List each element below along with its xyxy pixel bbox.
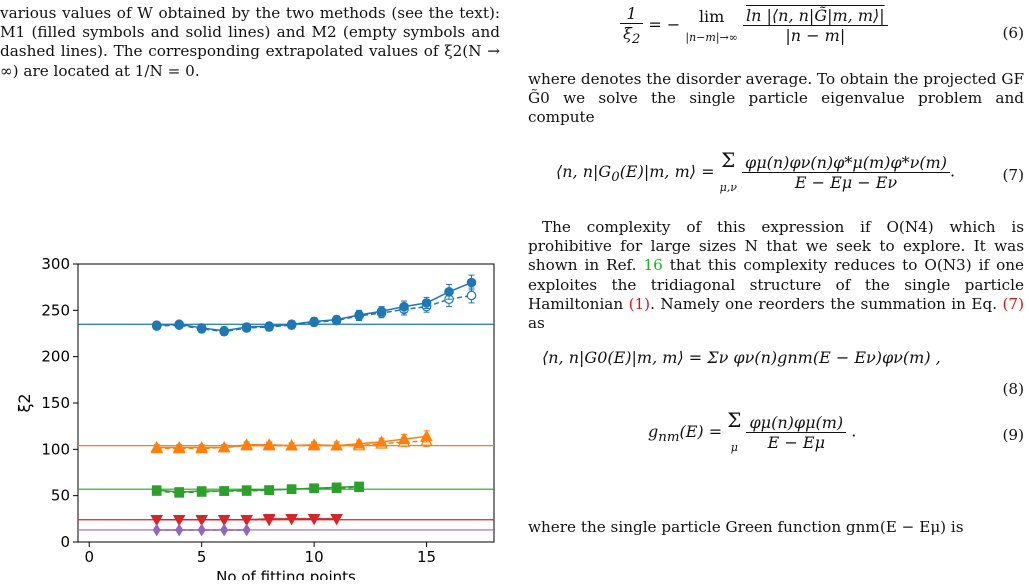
eq7-numerator: φμ(n)φν(n)φ*μ(m)φ*ν(m) [742,153,950,173]
data-point-m1 [151,320,162,330]
data-point-m1 [420,429,433,442]
data-point-m1 [285,514,298,526]
data-point-m1 [262,514,276,526]
data-point-m1 [444,286,454,297]
data-point-m1 [197,523,206,537]
y-tick-label: 300 [41,255,70,273]
data-point-m1 [175,523,184,537]
para2-b: that this complexity reduces to O(N3) if… [528,256,1025,313]
y-tick-label: 50 [51,487,70,505]
data-point-m1 [352,437,366,449]
para2-d: as [528,314,545,333]
plot-frame [77,263,495,543]
data-point-m1 [307,514,321,526]
data-point-m1 [242,523,251,537]
data-point-m1 [195,514,208,527]
eq7-denominator: E − Eμ − Eν [794,172,898,192]
data-point-m1 [307,438,321,450]
data-point-m1 [397,432,411,444]
eq8-number: (8) [1002,380,1024,398]
data-point-m1 [330,514,343,526]
data-point-m1 [241,322,252,332]
data-point-m1 [286,484,297,494]
series-m2-line [156,294,472,333]
data-point-m1 [354,481,364,492]
data-point-m1 [150,514,163,527]
eq7-link[interactable]: (7) [1002,294,1025,313]
eq9-denominator: E − Eμ [767,432,825,452]
data-point-m1 [172,514,186,527]
figure-caption: various values of W obtained by the two … [0,4,500,80]
paragraph-3: where the single particle Green function… [528,518,964,536]
data-point-m1 [421,298,432,308]
data-point-m1 [150,441,163,453]
data-point-m1 [285,439,298,451]
paragraph-1: where denotes the disorder average. To o… [528,70,1024,127]
series-m1-line [156,485,360,493]
data-point-m1 [241,485,252,495]
para2-c: . Namely one reorders the summation in E… [650,294,998,313]
eq8-text: ⟨n, n|G0(E)|m, m⟩ = Σν φν(n)gnm(E − Eν)φ… [542,348,941,367]
data-point-m1 [262,438,276,450]
data-point-m1 [330,439,343,451]
y-tick-label: 150 [41,394,70,412]
data-point-m1 [286,319,297,330]
x-tick-label: 10 [305,548,324,566]
data-point-m1 [240,438,253,450]
eq1-link[interactable]: (1) [628,294,651,313]
x-tick-label: 15 [417,548,436,566]
data-point-m1 [174,319,184,330]
data-point-m1 [240,514,253,527]
data-point-m1 [217,441,231,453]
data-point-m1 [264,321,274,331]
eq7-number: (7) [1002,166,1024,184]
equation-8: ⟨n, n|G0(E)|m, m⟩ = Σν φν(n)gnm(E − Eν)φ… [528,348,1028,398]
eq6-denominator: |n − m| [785,26,846,46]
data-point-m1 [172,441,186,453]
y-axis-label: ξ2 [15,393,34,412]
data-point-m1 [220,523,229,537]
data-point-m1 [375,435,388,447]
data-point-m1 [151,485,162,495]
data-point-m1 [309,316,319,327]
y-tick-label: 0 [60,533,70,551]
ref-16-link[interactable]: 16 [643,256,663,275]
eq9-numerator: φμ(n)φμ(m) [746,413,847,433]
data-point-m1 [466,277,477,288]
data-point-m1 [376,306,387,317]
data-point-m1 [174,487,184,497]
data-point-m1 [309,483,319,494]
data-point-m1 [152,523,161,537]
data-point-m1 [399,301,409,312]
data-point-m1 [217,514,231,527]
data-point-m1 [196,323,207,333]
equation-6: 1 ξ2 = − lim |n−m|→∞ ln |⟨n, n|G̃|m, m⟩| |n… [528,4,1028,64]
data-point-m2 [466,290,477,301]
x-tick-label: 0 [84,548,94,566]
data-point-m1 [331,314,342,325]
para2-a: The complexity of this expression if O(N… [528,218,1024,275]
y-tick-label: 250 [41,301,70,319]
x-tick-label: 5 [197,548,207,566]
data-point-m1 [331,482,342,493]
eq6-numerator: ln |⟨n, n|G̃|m, m⟩| [743,6,888,27]
y-tick-label: 100 [41,440,70,458]
eq9-number: (9) [1002,426,1024,444]
y-tick-label: 200 [41,348,70,366]
data-point-m1 [354,310,364,320]
data-point-m1 [219,486,229,496]
data-point-m1 [264,485,274,495]
data-point-m1 [196,486,207,496]
data-point-m1 [195,441,208,453]
paragraph-2: The complexity of this expression if O(N… [528,218,1024,333]
data-point-m1 [219,325,229,336]
x-axis-label: No of fitting points [216,568,356,580]
eq6-number: (6) [1002,24,1024,42]
